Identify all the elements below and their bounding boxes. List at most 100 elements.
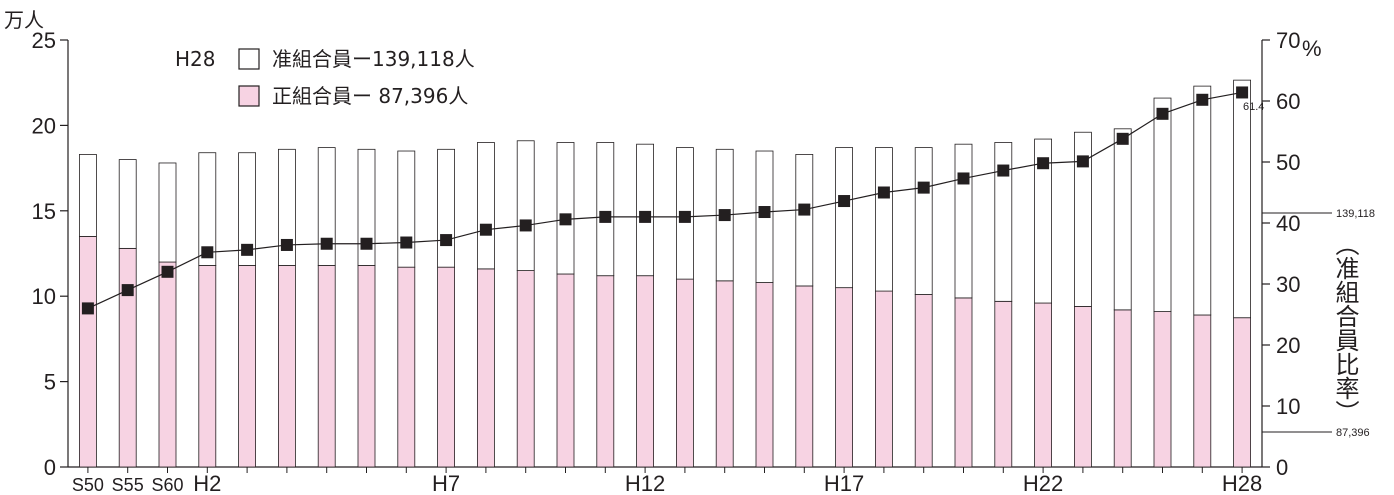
bar-associate bbox=[158, 162, 177, 263]
bar-regular bbox=[1233, 317, 1251, 468]
ratio-marker bbox=[718, 209, 731, 222]
ratio-marker bbox=[758, 206, 771, 219]
bar-associate bbox=[795, 154, 814, 287]
bar-associate bbox=[317, 147, 336, 266]
ratio-marker bbox=[479, 223, 492, 236]
ratio-marker bbox=[400, 236, 413, 249]
bar-associate bbox=[1074, 131, 1092, 307]
bar-associate bbox=[556, 142, 575, 275]
ratio-marker bbox=[798, 203, 811, 216]
ratio-marker bbox=[1156, 107, 1169, 120]
ratio-marker bbox=[1037, 157, 1050, 170]
x-tick-labels: S50 S55 S60 H2 H7 H12 H17 H22 H28 bbox=[72, 471, 1262, 495]
bar-regular bbox=[198, 265, 217, 468]
x-tick-label: S55 bbox=[112, 475, 144, 495]
bar-regular bbox=[1034, 302, 1052, 468]
legend-label-regular: 正組合員ー 87,396人 bbox=[272, 84, 468, 108]
right-tick-label: 0 bbox=[1276, 455, 1288, 480]
left-tick-label: 5 bbox=[44, 370, 56, 395]
bar-associate bbox=[198, 152, 217, 266]
right-tick-label: 30 bbox=[1276, 272, 1300, 297]
x-tick-label: H22 bbox=[1023, 471, 1063, 495]
ratio-marker bbox=[360, 237, 373, 250]
ratio-marker bbox=[1076, 155, 1089, 168]
bar-regular bbox=[1193, 314, 1212, 468]
bar-associate bbox=[994, 142, 1013, 302]
bar-regular bbox=[676, 278, 694, 468]
ratio-marker bbox=[877, 186, 890, 199]
ratio-marker bbox=[639, 210, 652, 223]
legend-swatch-regular bbox=[238, 85, 260, 107]
bar-regular bbox=[994, 300, 1013, 468]
right-tick-label: 70 bbox=[1276, 28, 1300, 53]
x-tick-label: H28 bbox=[1222, 471, 1262, 495]
bar-regular bbox=[1153, 311, 1172, 468]
bar-associate bbox=[835, 147, 853, 289]
left-tick-label: 20 bbox=[32, 113, 56, 138]
bar-associate bbox=[238, 152, 257, 266]
bar-associate bbox=[118, 159, 137, 249]
ratio-marker bbox=[1196, 93, 1209, 106]
legend-label-associate: 准組合員ー139,118人 bbox=[272, 47, 475, 71]
ratio-marker bbox=[121, 284, 134, 297]
right-tick-label: 20 bbox=[1276, 333, 1300, 358]
ratio-marker bbox=[1116, 132, 1129, 145]
bar-associate bbox=[357, 148, 376, 266]
left-tick-label: 0 bbox=[44, 455, 56, 480]
right-tick-label: 60 bbox=[1276, 89, 1300, 114]
x-tick-label: S50 bbox=[72, 475, 104, 495]
bar-associate bbox=[397, 150, 416, 268]
bar-associate bbox=[1193, 85, 1212, 316]
ratio-marker bbox=[838, 195, 851, 208]
left-axis-unit: 万人 bbox=[4, 8, 44, 32]
bar-associate bbox=[516, 140, 535, 271]
left-tick-label: 10 bbox=[32, 284, 56, 309]
bar-regular bbox=[357, 265, 376, 468]
ratio-marker bbox=[81, 302, 94, 315]
bar-regular bbox=[277, 265, 296, 468]
bar-regular bbox=[954, 297, 973, 468]
bar-associate bbox=[476, 142, 495, 270]
ratio-marker bbox=[599, 210, 612, 223]
legend-swatch-associate bbox=[238, 48, 260, 70]
bar-regular bbox=[79, 236, 97, 468]
bar-associate bbox=[954, 143, 973, 299]
bar-regular bbox=[795, 285, 814, 468]
bar-associate bbox=[1153, 97, 1172, 312]
bar-regular bbox=[835, 287, 853, 468]
right-tick-label: 50 bbox=[1276, 150, 1300, 175]
axes: 0 5 10 15 20 25 0 10 20 30 40 50 60 70 bbox=[32, 28, 1301, 480]
bar-regular bbox=[875, 290, 893, 468]
left-tick-label: 25 bbox=[32, 28, 56, 53]
bar-regular bbox=[397, 266, 416, 468]
last-ratio-label: 61.4 bbox=[1243, 101, 1264, 113]
bar-regular bbox=[715, 280, 734, 468]
bar-associate bbox=[636, 143, 654, 277]
left-tick-label: 15 bbox=[32, 199, 56, 224]
right-axis-label: （准組合員比率） bbox=[1331, 232, 1359, 424]
bar-regular bbox=[118, 247, 137, 468]
ratio-marker bbox=[559, 213, 572, 226]
ratio-marker bbox=[1236, 86, 1249, 99]
right-axis-unit: % bbox=[1302, 36, 1322, 61]
bar-associate bbox=[1034, 138, 1052, 304]
bar-associate bbox=[875, 147, 893, 292]
bar-associate bbox=[79, 154, 97, 237]
ratio-marker bbox=[957, 172, 970, 185]
ratio-marker bbox=[917, 181, 930, 194]
x-tick-label: H2 bbox=[193, 471, 221, 495]
bar-regular bbox=[596, 275, 615, 468]
associate-count-label: 139,118 bbox=[1336, 208, 1375, 220]
ratio-marker bbox=[280, 238, 293, 251]
bar-associate bbox=[596, 142, 615, 277]
bar-associate bbox=[437, 148, 456, 268]
bar-associate bbox=[277, 148, 296, 266]
bar-associate bbox=[1113, 128, 1132, 311]
bars bbox=[79, 79, 1251, 473]
ratio-marker bbox=[997, 164, 1010, 177]
bar-associate bbox=[1233, 79, 1251, 319]
ratio-marker bbox=[678, 210, 691, 223]
bar-regular bbox=[238, 265, 257, 468]
bar-regular bbox=[158, 261, 177, 468]
